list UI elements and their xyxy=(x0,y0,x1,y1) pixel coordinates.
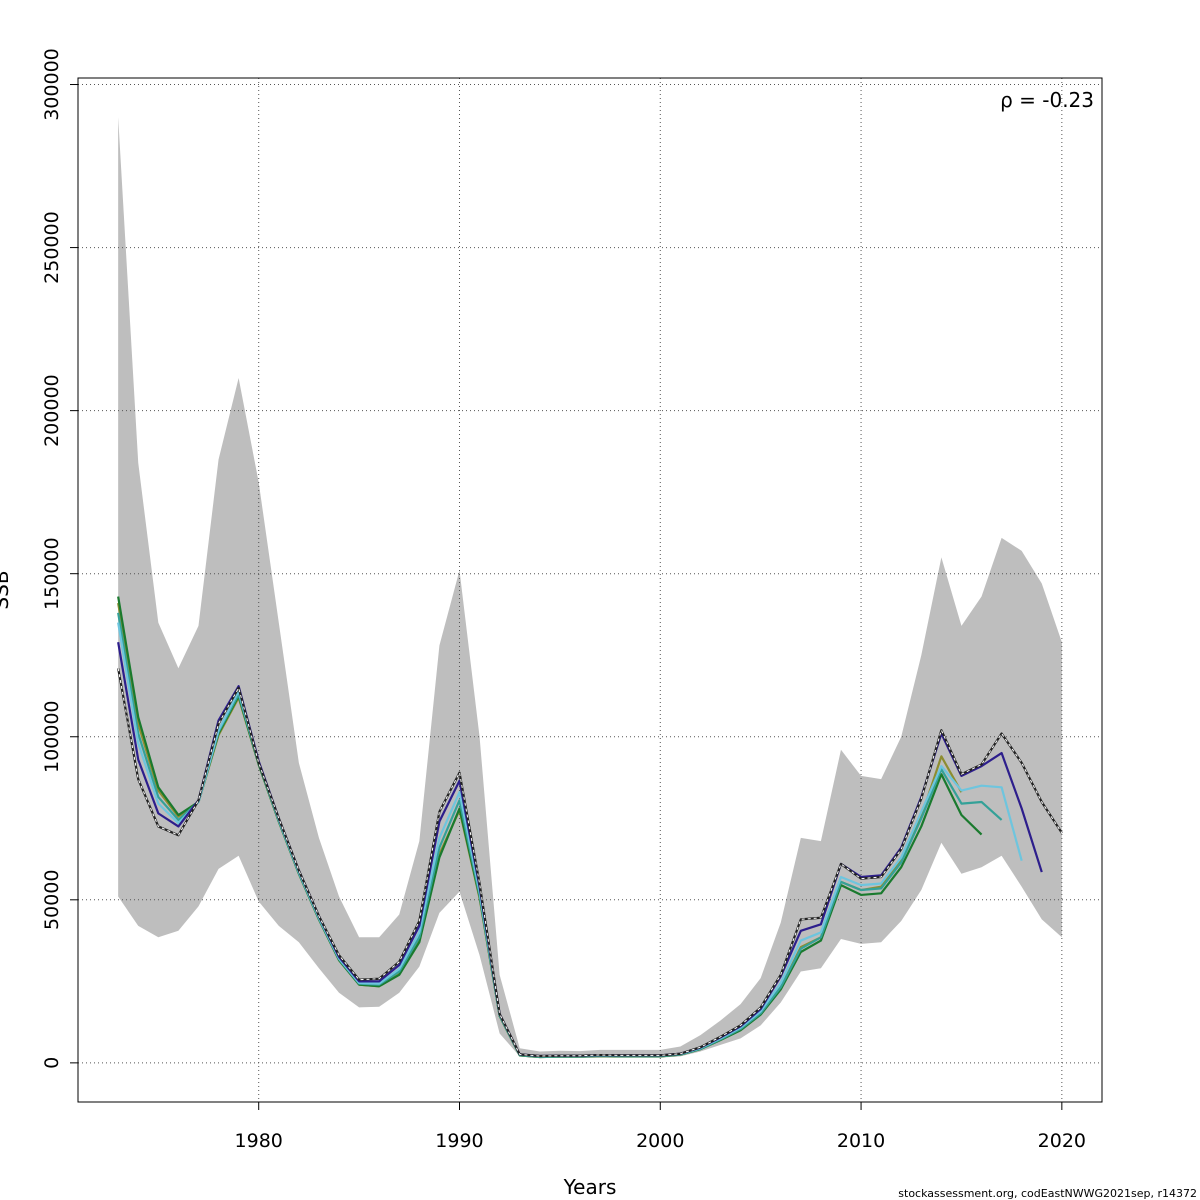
series-layer xyxy=(117,596,1063,1059)
y-tick-label: 300000 xyxy=(41,48,63,121)
x-axis-title: Years xyxy=(563,1175,617,1199)
plot-frame xyxy=(77,77,1103,1103)
confidence-band xyxy=(118,117,1062,1058)
rho-annotation: ρ = -0.23 xyxy=(1000,88,1094,112)
x-tick-label: 2000 xyxy=(636,1130,684,1152)
y-tick-label: 50000 xyxy=(41,870,63,930)
y-tick-label: 150000 xyxy=(41,537,63,610)
x-tick-label: 1980 xyxy=(235,1130,283,1152)
footer-credit: stockassessment.org, codEastNWWG2021sep,… xyxy=(898,1187,1197,1200)
y-tick-label: 100000 xyxy=(41,700,63,773)
axes-layer: 1980 1990 2000 2010 2020 0 50000 100000 150000 20… xyxy=(41,48,1086,1152)
y-tick-label: 0 xyxy=(41,1057,63,1069)
y-axis-title: SSB xyxy=(0,570,13,609)
confidence-band-layer xyxy=(118,117,1062,1058)
x-tick-label: 1990 xyxy=(435,1130,483,1152)
y-tick-label: 200000 xyxy=(41,374,63,447)
x-tick-label: 2020 xyxy=(1038,1130,1086,1152)
y-tick-label: 250000 xyxy=(41,211,63,284)
grid-layer xyxy=(78,78,1102,1102)
x-tick-label: 2010 xyxy=(837,1130,885,1152)
series-dash-2020 xyxy=(117,668,1063,1057)
